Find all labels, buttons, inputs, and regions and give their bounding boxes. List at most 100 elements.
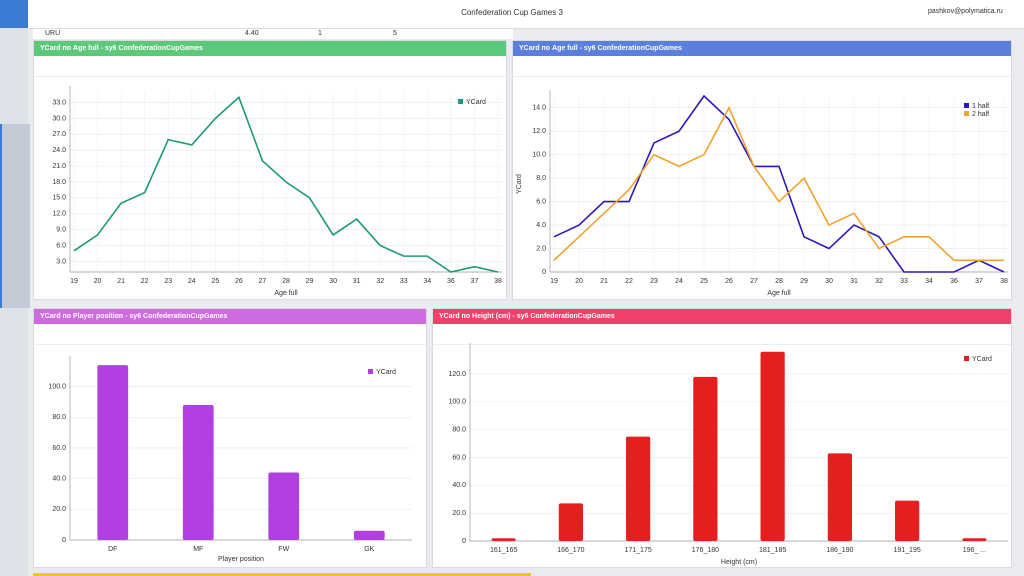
x-tick-label: 166_170 bbox=[557, 547, 584, 554]
y-tick-label: 21.0 bbox=[52, 163, 66, 170]
line bbox=[73, 95, 499, 273]
legend-swatch bbox=[964, 111, 969, 116]
panel-title: YCard по Age full - sy6 ConfederationCup… bbox=[513, 41, 1011, 56]
bar bbox=[962, 538, 987, 541]
y-tick-label: 10.0 bbox=[532, 152, 546, 159]
x-tick-label: 30 bbox=[329, 278, 337, 285]
y-tick-label: 18.0 bbox=[52, 179, 66, 186]
x-tick-label: 22 bbox=[625, 278, 633, 285]
bar bbox=[760, 351, 785, 541]
x-tick-label: 27 bbox=[750, 278, 758, 285]
x-tick-label: GK bbox=[364, 546, 374, 553]
x-tick-label: 29 bbox=[306, 278, 314, 285]
x-tick-label: FW bbox=[278, 546, 289, 553]
x-tick-label: 38 bbox=[494, 278, 502, 285]
x-tick-label: 191_195 bbox=[893, 547, 920, 554]
app-title: Confederation Cup Games 3 bbox=[461, 8, 563, 17]
x-tick-label: 34 bbox=[423, 278, 431, 285]
x-tick-label: 20 bbox=[94, 278, 102, 285]
legend-swatch bbox=[458, 99, 463, 104]
x-tick-label: MF bbox=[193, 546, 203, 553]
sidebar bbox=[0, 28, 30, 576]
x-tick-label: 29 bbox=[800, 278, 808, 285]
x-axis-label: Age full bbox=[274, 290, 298, 297]
logo[interactable] bbox=[0, 0, 28, 28]
x-tick-label: 37 bbox=[975, 278, 983, 285]
bar bbox=[268, 472, 300, 540]
x-tick-label: 22 bbox=[141, 278, 149, 285]
y-tick-label: 0 bbox=[62, 537, 66, 544]
y-tick-label: 6.0 bbox=[56, 242, 66, 249]
x-tick-label: 30 bbox=[825, 278, 833, 285]
user-email[interactable]: pashkov@polymatica.ru bbox=[928, 8, 1003, 15]
x-tick-label: 36 bbox=[447, 278, 455, 285]
cell: URU bbox=[45, 30, 61, 37]
x-tick-label: 176_180 bbox=[692, 547, 719, 554]
x-tick-label: DF bbox=[108, 546, 117, 553]
x-tick-label: 19 bbox=[550, 278, 558, 285]
y-tick-label: 12.0 bbox=[52, 211, 66, 218]
x-tick-label: 34 bbox=[925, 278, 933, 285]
x-tick-label: 23 bbox=[650, 278, 658, 285]
x-tick-label: 38 bbox=[1000, 278, 1008, 285]
y-tick-label: 4.0 bbox=[536, 222, 546, 229]
line bbox=[553, 94, 1005, 273]
panel-title: YCard по Player position - sy6 Confedera… bbox=[34, 309, 426, 324]
y-tick-label: 60.0 bbox=[452, 454, 466, 461]
y-tick-label: 33.0 bbox=[52, 99, 66, 106]
x-tick-label: 171_175 bbox=[624, 547, 651, 554]
y-axis-label: YCard bbox=[516, 174, 523, 194]
bar bbox=[558, 503, 583, 541]
bar bbox=[626, 436, 651, 541]
y-tick-label: 27.0 bbox=[52, 131, 66, 138]
x-tick-label: 28 bbox=[775, 278, 783, 285]
bar bbox=[895, 500, 920, 541]
y-tick-label: 8.0 bbox=[536, 175, 546, 182]
legend-label: YCard bbox=[376, 369, 396, 376]
line bbox=[553, 105, 1004, 262]
y-tick-label: 30.0 bbox=[52, 115, 66, 122]
y-tick-label: 6.0 bbox=[536, 198, 546, 205]
y-tick-label: 20.0 bbox=[52, 506, 66, 513]
x-tick-label: 19 bbox=[70, 278, 78, 285]
x-tick-label: 32 bbox=[875, 278, 883, 285]
x-tick-label: 186_190 bbox=[826, 547, 853, 554]
x-tick-label: 21 bbox=[117, 278, 125, 285]
bar bbox=[693, 376, 718, 541]
x-tick-label: 161_165 bbox=[490, 547, 517, 554]
x-tick-label: 26 bbox=[235, 278, 243, 285]
table-row: URU 4.40 1 5 bbox=[33, 29, 513, 39]
y-tick-label: 80.0 bbox=[452, 427, 466, 434]
toolbar bbox=[513, 56, 1011, 77]
x-tick-label: 31 bbox=[353, 278, 361, 285]
x-tick-label: 37 bbox=[471, 278, 479, 285]
y-tick-label: 120.0 bbox=[448, 371, 466, 378]
cell: 1 bbox=[318, 30, 322, 37]
y-tick-label: 40.0 bbox=[452, 482, 466, 489]
y-tick-label: 40.0 bbox=[52, 475, 66, 482]
x-tick-label: 25 bbox=[211, 278, 219, 285]
x-tick-label: 33 bbox=[900, 278, 908, 285]
legend-swatch bbox=[964, 103, 969, 108]
y-tick-label: 0 bbox=[462, 538, 466, 545]
legend-label: 2 half bbox=[972, 111, 989, 118]
cell: 5 bbox=[393, 30, 397, 37]
x-tick-label: 31 bbox=[850, 278, 858, 285]
bar bbox=[353, 530, 385, 540]
legend-label: YCard bbox=[972, 356, 992, 363]
legend-label: YCard bbox=[466, 99, 486, 106]
y-tick-label: 80.0 bbox=[52, 414, 66, 421]
x-axis-label: Player position bbox=[218, 556, 264, 563]
sidebar-item[interactable] bbox=[0, 124, 30, 308]
legend-swatch bbox=[368, 369, 373, 374]
y-tick-label: 0 bbox=[542, 269, 546, 276]
x-tick-label: 32 bbox=[376, 278, 384, 285]
x-tick-label: 33 bbox=[400, 278, 408, 285]
cell: 4.40 bbox=[245, 30, 259, 37]
x-tick-label: 28 bbox=[282, 278, 290, 285]
x-tick-label: 21 bbox=[600, 278, 608, 285]
x-tick-label: 24 bbox=[188, 278, 196, 285]
y-tick-label: 3.0 bbox=[56, 258, 66, 265]
